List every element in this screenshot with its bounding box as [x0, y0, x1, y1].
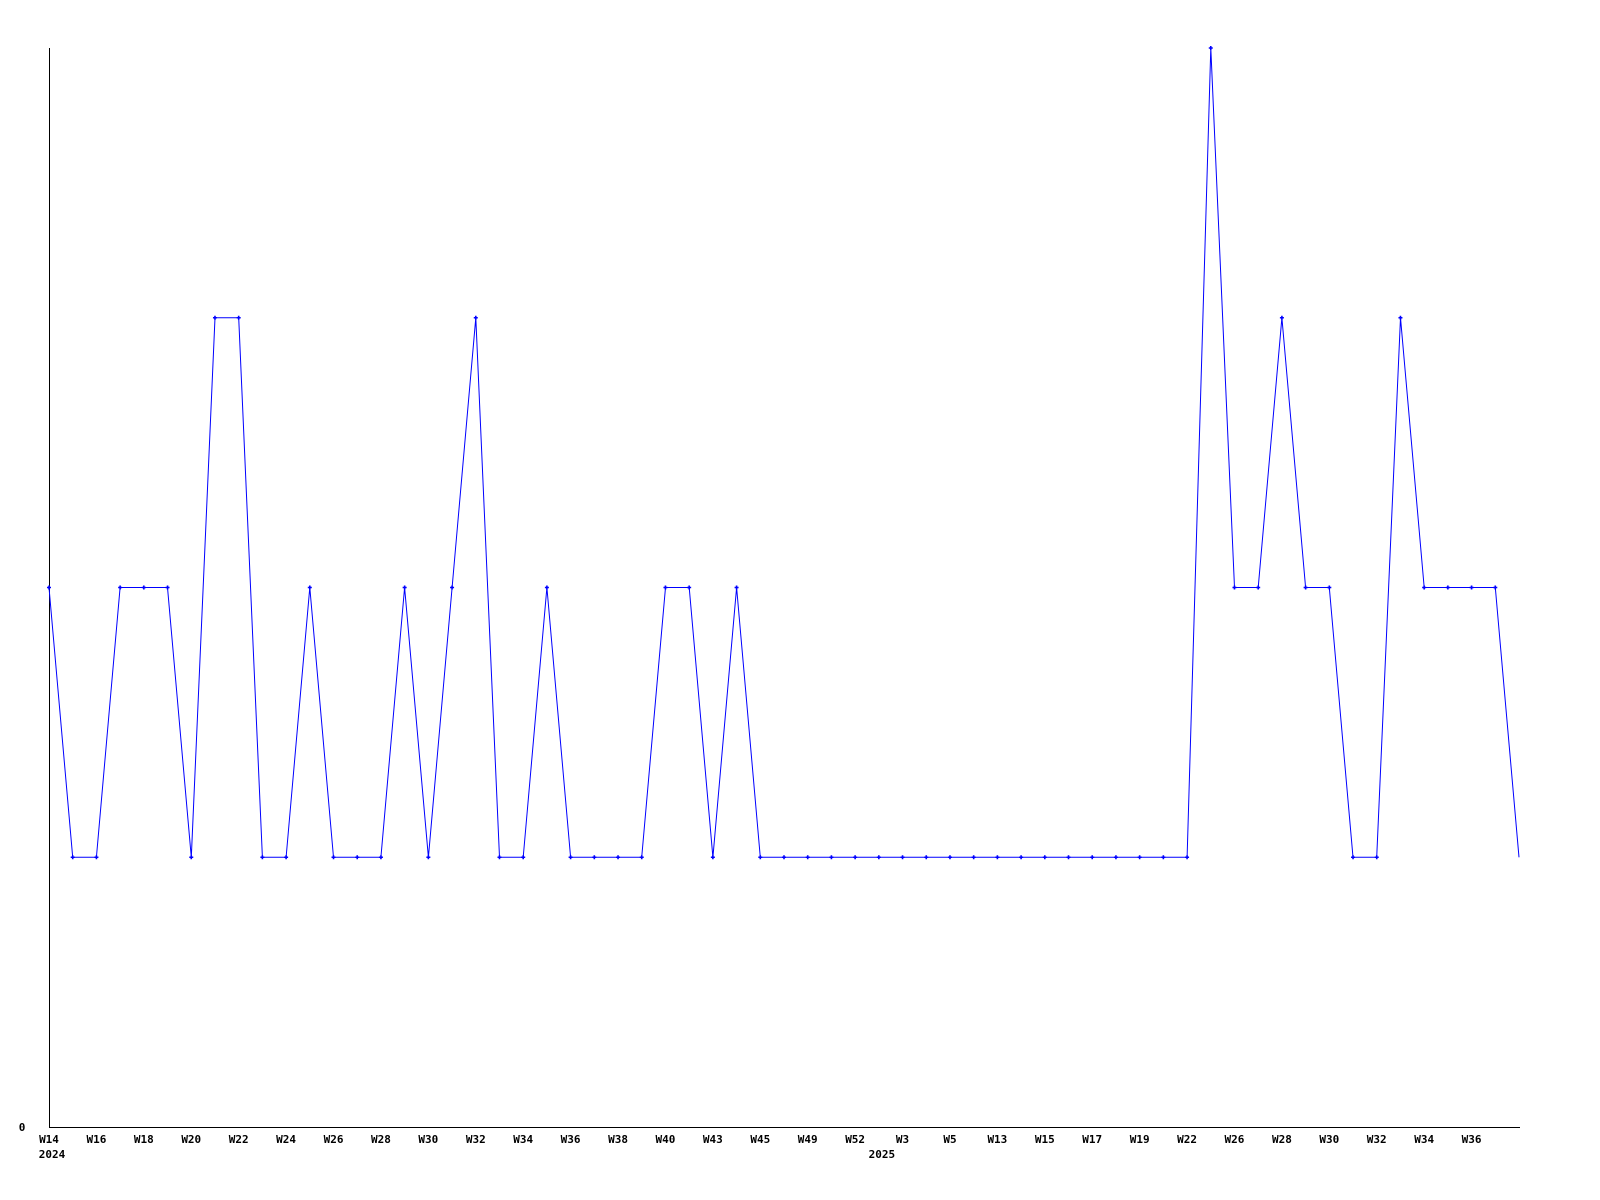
- data-point: [1445, 585, 1450, 590]
- data-point: [829, 855, 834, 860]
- x-tick-label: W15: [1035, 1133, 1055, 1146]
- y-tick-label: 0: [19, 1121, 26, 1134]
- data-point: [521, 855, 526, 860]
- data-point: [900, 855, 905, 860]
- x-tick-label: W45: [750, 1133, 770, 1146]
- data-point: [924, 855, 929, 860]
- data-point: [165, 585, 170, 590]
- x-tick-label: W5: [943, 1133, 956, 1146]
- data-point: [1351, 855, 1356, 860]
- data-point: [1327, 585, 1332, 590]
- data-point: [426, 855, 431, 860]
- data-point: [876, 855, 881, 860]
- x-tick-label: W13: [987, 1133, 1007, 1146]
- x-tick-label: W3: [896, 1133, 909, 1146]
- x-tick-label: W43: [703, 1133, 723, 1146]
- x-tick-label: W40: [656, 1133, 676, 1146]
- year-label: 2025: [869, 1148, 896, 1161]
- data-point: [1185, 855, 1190, 860]
- x-tick-label: W22: [1177, 1133, 1197, 1146]
- x-tick-label: W34: [1414, 1133, 1434, 1146]
- data-point: [1161, 855, 1166, 860]
- data-point: [663, 585, 668, 590]
- x-tick-label: W26: [1225, 1133, 1245, 1146]
- x-tick-label: W18: [134, 1133, 154, 1146]
- data-point: [307, 585, 312, 590]
- data-point: [758, 855, 763, 860]
- data-point: [1493, 585, 1498, 590]
- data-point: [260, 855, 265, 860]
- data-point: [995, 855, 1000, 860]
- data-point: [118, 585, 123, 590]
- data-point: [355, 855, 360, 860]
- x-tick-label: W26: [324, 1133, 344, 1146]
- data-point: [497, 855, 502, 860]
- x-tick-label: W30: [418, 1133, 438, 1146]
- x-tick-label: W16: [86, 1133, 106, 1146]
- x-tick-label: W28: [1272, 1133, 1292, 1146]
- data-point: [1398, 315, 1403, 320]
- data-point: [544, 585, 549, 590]
- x-tick-label: W20: [181, 1133, 201, 1146]
- data-point: [70, 855, 75, 860]
- x-tick-label: W19: [1130, 1133, 1150, 1146]
- data-point: [450, 585, 455, 590]
- data-point: [971, 855, 976, 860]
- data-point: [1042, 855, 1047, 860]
- data-point: [1303, 585, 1308, 590]
- data-point: [947, 855, 952, 860]
- data-point: [1090, 855, 1095, 860]
- x-tick-label: W52: [845, 1133, 865, 1146]
- x-tick-label: W24: [276, 1133, 296, 1146]
- data-point: [1232, 585, 1237, 590]
- data-point: [782, 855, 786, 860]
- x-tick-label: W17: [1082, 1133, 1102, 1146]
- data-point: [616, 855, 621, 860]
- data-point: [805, 855, 810, 860]
- x-tick-label: W32: [1367, 1133, 1387, 1146]
- data-point: [592, 855, 597, 860]
- data-point: [1019, 855, 1024, 860]
- data-point: [1256, 585, 1261, 590]
- data-point: [710, 855, 715, 860]
- year-label: 2024: [39, 1148, 66, 1161]
- x-tick-label: W49: [798, 1133, 818, 1146]
- data-point: [1113, 855, 1118, 860]
- data-point: [1279, 315, 1284, 320]
- data-point: [402, 585, 407, 590]
- x-tick-label: W32: [466, 1133, 486, 1146]
- data-point: [331, 855, 336, 860]
- data-point: [1469, 585, 1474, 590]
- x-tick-label: W36: [561, 1133, 581, 1146]
- series-line: [48, 47, 1520, 858]
- data-point: [687, 585, 692, 590]
- data-point: [236, 315, 241, 320]
- data-point: [378, 855, 383, 860]
- data-point: [47, 585, 51, 590]
- x-tick-label: W36: [1462, 1133, 1482, 1146]
- data-point: [853, 855, 858, 860]
- data-point: [1208, 46, 1213, 50]
- data-point: [1066, 855, 1071, 860]
- data-point: [284, 855, 289, 860]
- data-point: [141, 585, 146, 590]
- data-point: [1422, 585, 1427, 590]
- data-point: [189, 855, 194, 860]
- data-point: [94, 855, 99, 860]
- x-tick-label: W28: [371, 1133, 391, 1146]
- data-point: [1374, 855, 1379, 860]
- data-point: [734, 585, 739, 590]
- data-point: [473, 315, 478, 320]
- data-point: [639, 855, 644, 860]
- x-tick-label: W38: [608, 1133, 628, 1146]
- data-point: [568, 855, 573, 860]
- x-tick-label: W14: [39, 1133, 59, 1146]
- x-tick-label: W34: [513, 1133, 533, 1146]
- data-point: [1137, 855, 1142, 860]
- x-tick-label: W30: [1319, 1133, 1339, 1146]
- data-point: [212, 315, 217, 320]
- x-tick-label: W22: [229, 1133, 249, 1146]
